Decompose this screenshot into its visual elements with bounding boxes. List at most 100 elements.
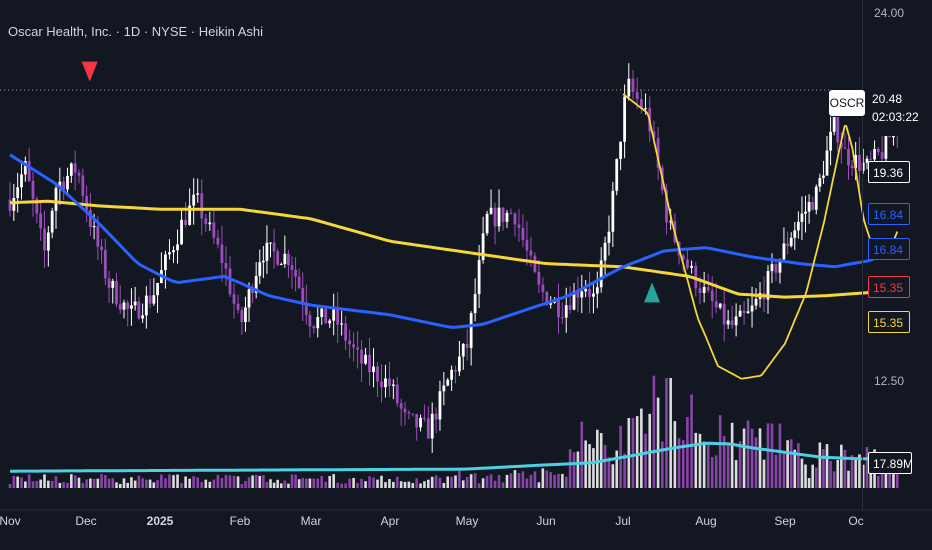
candle-body xyxy=(804,211,807,214)
candle-body xyxy=(718,303,722,308)
candle-body xyxy=(244,307,247,323)
candle-body xyxy=(766,271,770,300)
candle-body xyxy=(50,210,54,233)
volume-bar xyxy=(423,481,426,488)
candle-body xyxy=(20,174,23,188)
candle-body xyxy=(584,288,588,292)
volume-bar xyxy=(168,474,171,488)
volume-bar xyxy=(50,480,54,488)
candle-body xyxy=(549,302,553,305)
candle-body xyxy=(454,369,457,372)
volume-bar xyxy=(525,478,529,488)
candle-body xyxy=(599,260,603,288)
volume-bar xyxy=(438,477,442,488)
candle-body xyxy=(419,417,422,428)
candle-body xyxy=(461,343,465,357)
candle-body xyxy=(627,78,631,97)
volume-bar xyxy=(509,473,513,488)
candle-body xyxy=(122,302,126,310)
candle-body xyxy=(204,218,208,225)
volume-bar xyxy=(718,415,722,488)
volume-bar xyxy=(858,454,861,488)
candle-body xyxy=(509,212,513,214)
volume-bar xyxy=(16,476,19,488)
candle-body xyxy=(517,224,521,228)
candle-body xyxy=(825,150,829,176)
candle-body xyxy=(188,205,192,225)
volume-bar xyxy=(427,479,430,488)
volume-bar xyxy=(611,464,615,488)
volume-bar xyxy=(762,459,766,488)
candle-body xyxy=(192,194,196,206)
volume-bar xyxy=(545,470,549,488)
candle-body xyxy=(269,242,272,244)
volume-bar xyxy=(24,481,27,488)
candle-body xyxy=(686,259,689,268)
candle-body xyxy=(352,344,356,348)
volume-bar xyxy=(789,439,793,488)
candle-body xyxy=(426,418,430,439)
candle-body xyxy=(115,280,118,305)
volume-bar xyxy=(615,450,619,488)
volume-bar xyxy=(549,472,553,488)
candle-body xyxy=(665,190,668,223)
volume-bar xyxy=(865,447,869,488)
candle-body xyxy=(734,316,738,326)
candle-body xyxy=(694,265,698,289)
buy-signal-marker xyxy=(644,282,661,303)
volume-bar xyxy=(489,474,493,488)
volume-moving-average-line xyxy=(10,441,894,473)
volume-bar xyxy=(297,479,301,488)
volume-bar xyxy=(673,421,677,488)
candle-body xyxy=(545,292,549,305)
candle-body xyxy=(290,265,294,270)
volume-bar xyxy=(47,480,50,488)
volume-bar xyxy=(220,478,224,488)
volume-bar xyxy=(328,475,331,488)
volume-bar xyxy=(8,483,12,488)
volume-bar xyxy=(513,470,517,488)
volume-bar xyxy=(92,478,96,488)
volume-bar xyxy=(20,477,23,488)
candle-body xyxy=(272,242,276,252)
volume-bar xyxy=(148,479,152,488)
volume-bar xyxy=(290,474,294,488)
volume-bar xyxy=(126,482,130,488)
volume-bar xyxy=(352,477,355,488)
candle-body xyxy=(568,305,572,310)
volume-bar xyxy=(70,474,73,488)
candle-body xyxy=(854,154,858,169)
volume-bar xyxy=(232,475,236,488)
volume-bar xyxy=(269,479,272,488)
volume-bar xyxy=(192,476,195,488)
candle-body xyxy=(572,291,576,310)
volume-bar xyxy=(54,476,58,488)
volume-bar xyxy=(324,481,328,488)
volume-bar xyxy=(133,480,137,488)
candle-body xyxy=(411,413,415,415)
volume-bar xyxy=(770,423,774,488)
candle-body xyxy=(726,320,730,325)
volume-bar xyxy=(240,483,244,488)
candle-body xyxy=(12,198,16,211)
candle-body xyxy=(576,291,580,298)
candle-body xyxy=(770,264,774,272)
candle-body xyxy=(247,289,251,308)
volume-bar xyxy=(892,460,895,488)
candle-body xyxy=(592,293,595,297)
volume-bar xyxy=(27,474,31,488)
candle-body xyxy=(81,175,85,197)
volume-bar xyxy=(832,471,836,488)
volume-bar xyxy=(430,476,434,488)
volume-bar xyxy=(822,448,825,488)
x-label-jul: Jul xyxy=(615,514,631,528)
candle-body xyxy=(316,317,320,329)
volume-bar xyxy=(411,483,415,488)
candle-body xyxy=(746,311,750,314)
volume-bar xyxy=(332,474,335,488)
volume-bar xyxy=(184,476,187,488)
candle-body xyxy=(807,201,811,212)
volume-bar xyxy=(294,474,297,488)
price-tag-red: 15.35 xyxy=(868,276,910,298)
